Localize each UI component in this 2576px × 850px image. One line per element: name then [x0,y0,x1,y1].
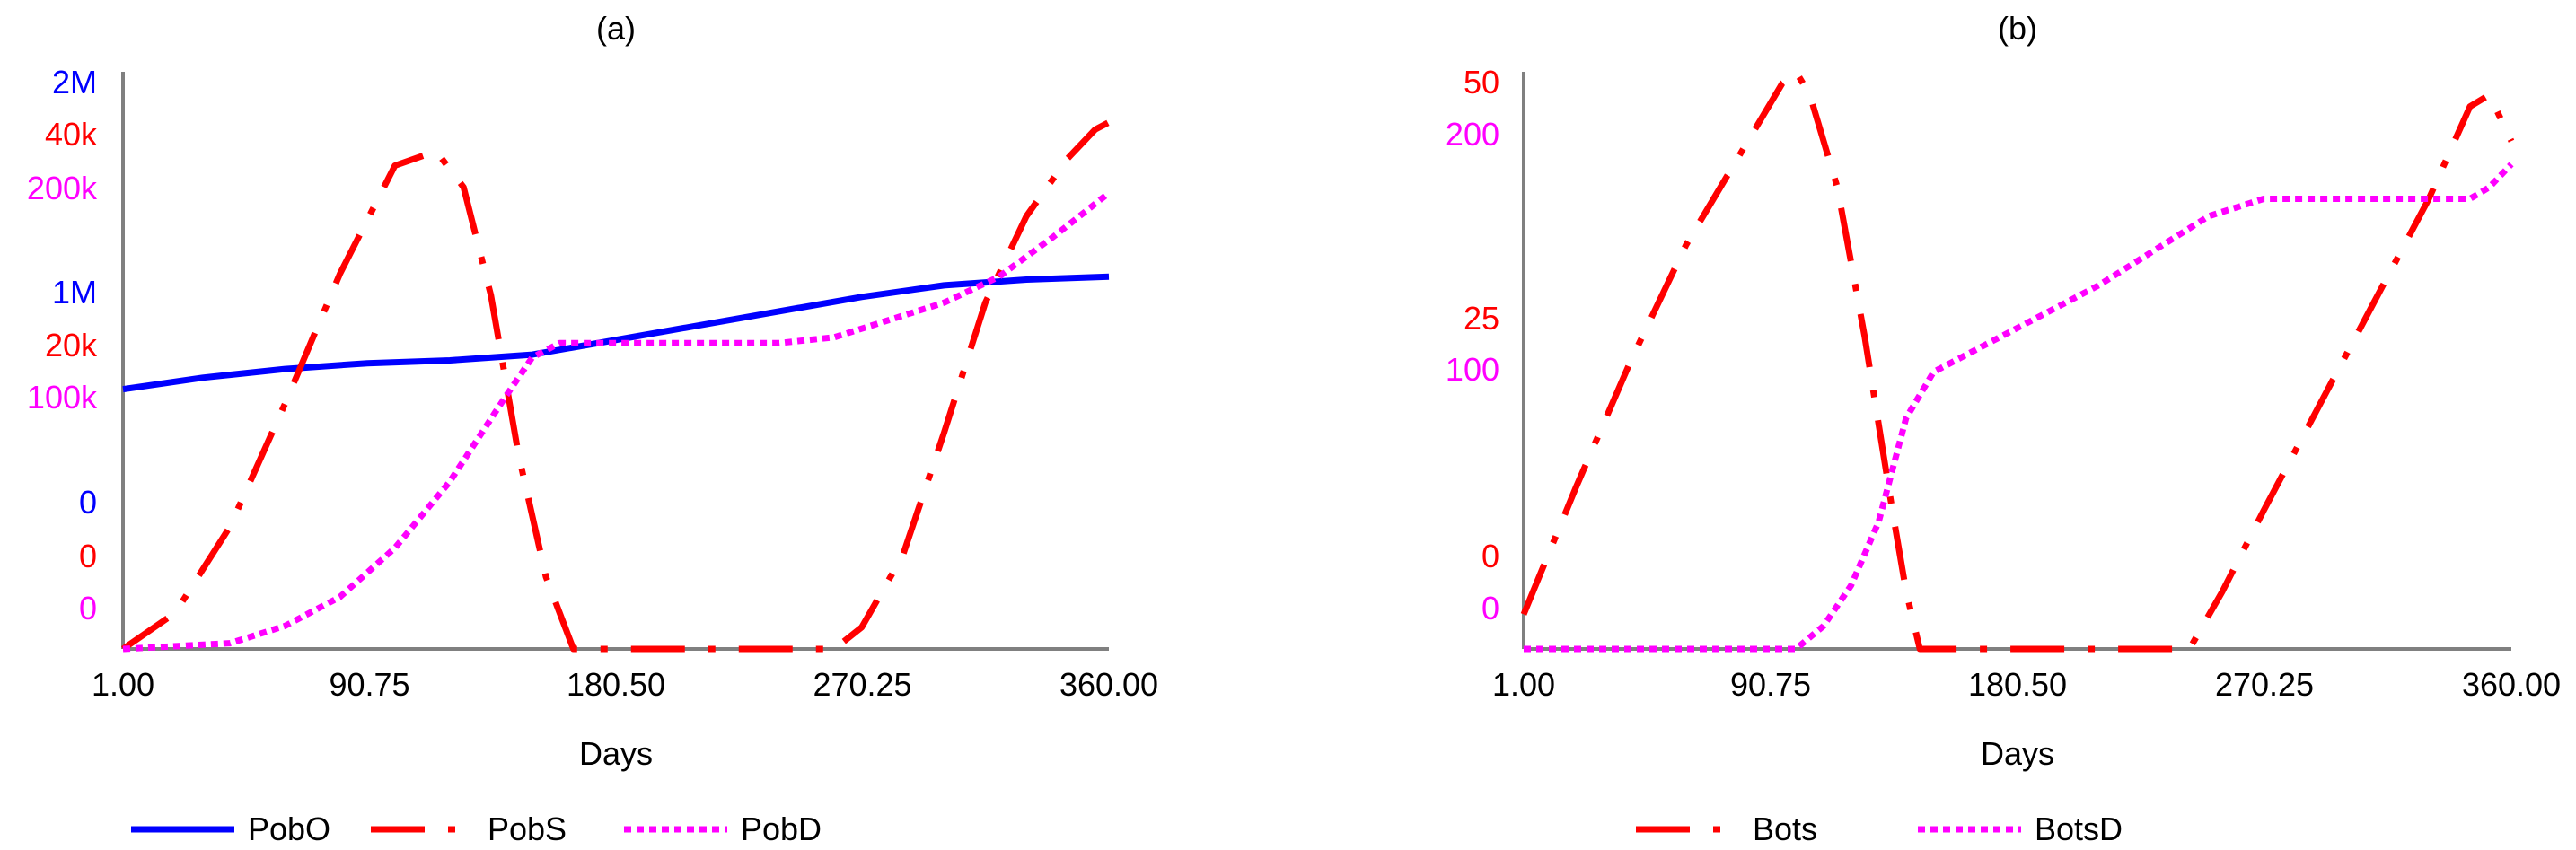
panel-a-x-tick-label: 270.25 [813,666,911,703]
panel-b-y-tick-label: 0 [1481,538,1499,574]
panel-b-legend-label-bots: Bots [1753,811,1817,847]
panel-a-legend-label-pobs: PobS [488,811,567,847]
panel-b-x-tick-label: 180.50 [1968,666,2067,703]
panel-b-y-tick-label: 200 [1446,116,1499,153]
panel-b-y-tick-label: 0 [1481,590,1499,627]
panel-a-title: (a) [596,10,636,47]
panel-b-title: (b) [1998,10,2037,47]
panel-a-y-tick-label: 200k [27,170,98,206]
panel-b-x-tick-label: 270.25 [2215,666,2314,703]
panel-b-x-tick-label: 360.00 [2462,666,2561,703]
panel-a-x-tick-label: 1.00 [92,666,154,703]
panel-b-y-tick-label: 25 [1464,300,1499,337]
panel-a-legend-label-pobd: PobD [741,811,822,847]
panel-a-y-tick-label: 0 [79,484,97,521]
panel-b-x-axis-label: Days [1981,735,2054,772]
panel-a-x-tick-label: 90.75 [329,666,409,703]
panel-a-y-tick-label: 0 [79,538,97,574]
panel-a-y-tick-label: 1M [52,274,97,311]
panel-b-legend-label-botsd: BotsD [2035,811,2123,847]
panel-b-y-tick-label: 100 [1446,351,1499,388]
panel-a-series-pobd [122,190,1112,653]
panel-b-x-tick-label: 90.75 [1730,666,1811,703]
panel-a-x-tick-label: 180.50 [567,666,665,703]
panel-a-x-tick-label: 360.00 [1059,666,1158,703]
panel-b-x-tick-label: 1.00 [1492,666,1555,703]
panel-a-legend-label-pobo: PobO [248,811,330,847]
panel-b-y-tick-label: 50 [1464,64,1499,101]
panel-a-y-tick-label: 20k [45,327,98,364]
panel-a-x-axis-label: Days [579,735,653,772]
panel-a-y-tick-label: 40k [45,116,98,153]
panel-a-series-pobs [121,119,1111,653]
panel-a-y-tick-label: 2M [52,64,97,101]
panel-a-y-tick-label: 0 [79,590,97,627]
panel-b-series-bots [1520,68,2515,653]
panel-a-y-tick-label: 100k [27,379,98,416]
panel-b-series-botsd [1524,162,2514,653]
